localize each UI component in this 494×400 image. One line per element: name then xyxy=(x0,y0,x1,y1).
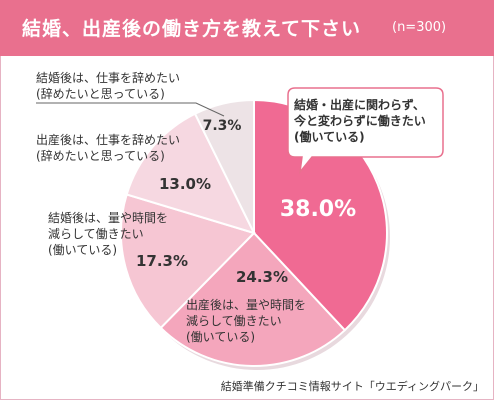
slice-label-3-line-1: (辞めたいと思っている) xyxy=(36,148,165,163)
pie-slice-3 xyxy=(125,112,256,235)
slice-value-3: 13.0% xyxy=(159,175,211,193)
slice-label-3-line-0: 出産後は、仕事を辞めたい xyxy=(36,132,180,147)
slice-label-0-line-1: 今と変わらずに働きたい xyxy=(293,113,426,128)
slice-label-0: 結婚・出産に関わらず、今と変わらずに働きたい(働いている) xyxy=(293,97,426,144)
slice-label-4-line-0: 結婚後は、仕事を辞めたい xyxy=(36,70,180,85)
slice-label-4-line-1: (辞めたいと思っている) xyxy=(36,86,165,101)
pie-slice-2 xyxy=(120,193,256,330)
slice-label-2-line-2: (働いている) xyxy=(48,243,117,257)
slice-value-0: 38.0% xyxy=(280,197,356,222)
sample-size: (n=300) xyxy=(392,20,447,35)
slice-label-1-line-0: 出産後は、量や時間を xyxy=(186,297,306,312)
pie-slice-4 xyxy=(193,98,255,234)
leader-line xyxy=(36,102,225,117)
slice-label-0-line-2: (働いている) xyxy=(294,129,365,144)
slice-label-2-line-1: 減らして働きたい xyxy=(48,226,144,241)
slice-label-0-line-0: 結婚・出産に関わらず、 xyxy=(294,97,425,112)
slice-label-4: 結婚後は、仕事を辞めたい(辞めたいと思っている) xyxy=(36,70,180,101)
callout-bubble xyxy=(287,87,444,175)
slice-label-3: 出産後は、仕事を辞めたい(辞めたいと思っている) xyxy=(36,132,180,163)
slice-label-1-line-2: (働いている) xyxy=(186,330,255,344)
slice-value-2: 17.3% xyxy=(136,252,188,270)
slice-label-2-line-0: 結婚後は、量や時間を xyxy=(48,211,168,225)
slice-label-1-line-1: 減らして働きたい xyxy=(186,313,282,328)
chart-header: 結婚、出産後の働き方を教えて下さい (n=300) xyxy=(0,0,494,56)
chart-title: 結婚、出産後の働き方を教えて下さい xyxy=(22,18,362,40)
slice-value-4: 7.3% xyxy=(203,118,242,134)
pie-slice-1 xyxy=(159,231,347,367)
source-credit: 結婚準備クチコミ情報サイト「ウエディングパーク」 xyxy=(220,380,484,393)
slice-value-1: 24.3% xyxy=(236,268,288,286)
